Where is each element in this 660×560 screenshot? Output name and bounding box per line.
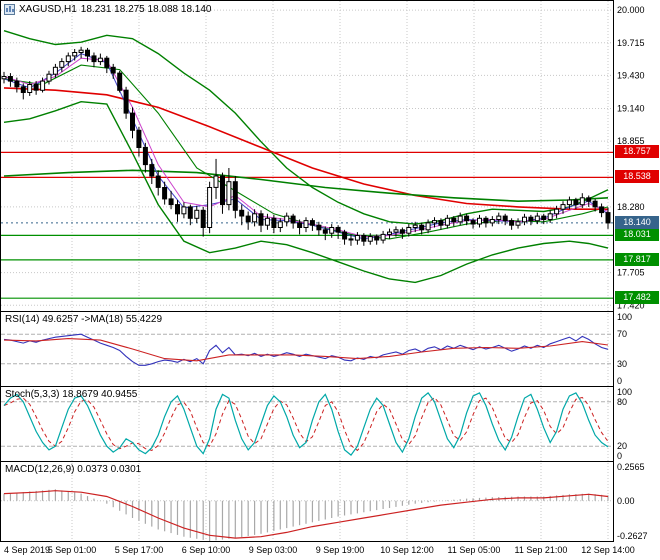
grid — [71, 1, 609, 541]
axis-price-label: 0.2565 — [617, 462, 645, 472]
axis-price-label: 100 — [617, 387, 632, 397]
axis-price-label: 70 — [617, 329, 627, 339]
main-chart-header: XAGUSD,H1 18.231 18.275 18.088 18.140 — [4, 4, 211, 15]
rsi-ma-line — [3, 338, 609, 362]
time-axis-label: 10 Sep 12:00 — [380, 545, 434, 555]
axis-price-label: 20.000 — [617, 5, 645, 15]
rsi-indicator-header: RSI(14) 49.6257 ->MA(18) 55.4229 — [5, 314, 163, 325]
time-axis-label: 9 Sep 03:00 — [248, 545, 298, 555]
price-badge: 18.538 — [615, 170, 659, 184]
candlesticks — [1, 46, 611, 246]
axis-price-label: 17.705 — [617, 268, 645, 278]
ma-long-green — [3, 169, 609, 203]
price-badge: 17.817 — [615, 252, 659, 266]
chart-icon — [4, 4, 15, 15]
macd-signal-line — [3, 490, 609, 539]
time-axis-label: 12 Sep 14:00 — [581, 545, 635, 555]
time-axis-label: 5 Sep 01:00 — [47, 545, 97, 555]
stoch-k-line — [3, 392, 609, 456]
symbol-period-label: XAGUSD,H1 — [19, 4, 77, 15]
time-axis-label: 11 Sep 21:00 — [514, 545, 568, 555]
axis-price-label: 100 — [617, 312, 632, 322]
axis-price-label: 80 — [617, 397, 627, 407]
price-badge: 18.757 — [615, 145, 659, 159]
price-badge: 18.031 — [615, 228, 659, 242]
price-badge: 18.140 — [615, 215, 659, 229]
macd-indicator-header: MACD(12,26,9) 0.0373 0.0301 — [5, 464, 142, 475]
panel-frame — [0, 0, 614, 542]
axis-price-label: 20 — [617, 441, 627, 451]
ma-long-red — [3, 87, 608, 210]
time-axis-label: 4 Sep 2019 — [4, 545, 51, 555]
main-price-panel: 20.000 19.715 19.430 19.140 18.855 18.280 17.7… — [1, 5, 645, 310]
time-axis-label: 9 Sep 19:00 — [315, 545, 365, 555]
axis-price-label: 17.420 — [617, 300, 645, 310]
axis-price-label: 19.140 — [617, 104, 645, 114]
macd-panel: 0.2565 0.00 -0.2627 — [1, 462, 648, 541]
ema-fast-blue — [3, 53, 609, 240]
stochastic-indicator-header: Stoch(5,3,3) 18.8679 40.9455 — [5, 389, 138, 400]
axis-price-label: -0.2627 — [617, 531, 648, 541]
axis-price-label: 0 — [617, 376, 622, 386]
axis-price-label: 18.855 — [617, 136, 645, 146]
axis-price-label: 19.430 — [617, 70, 645, 80]
ohlc-readout: 18.231 18.275 18.088 18.140 — [80, 4, 212, 15]
rsi-panel: 100 70 30 0 — [1, 312, 632, 386]
rsi-line — [3, 333, 609, 366]
time-axis-label: 11 Sep 05:00 — [447, 545, 501, 555]
axis-price-label: 30 — [617, 359, 627, 369]
bollinger-upper — [3, 30, 609, 225]
bollinger-lower — [3, 100, 609, 284]
time-axis: 4 Sep 2019 5 Sep 01:00 5 Sep 17:00 6 Sep 10… — [0, 542, 660, 560]
axis-price-label: 18.280 — [617, 202, 645, 212]
time-axis-label: 6 Sep 10:00 — [181, 545, 231, 555]
axis-price-label: 0.00 — [617, 496, 635, 506]
time-axis-label: 5 Sep 17:00 — [114, 545, 164, 555]
price-badge: 17.482 — [615, 291, 659, 305]
axis-price-label: 0 — [617, 451, 622, 461]
axis-price-label: 19.715 — [617, 38, 645, 48]
